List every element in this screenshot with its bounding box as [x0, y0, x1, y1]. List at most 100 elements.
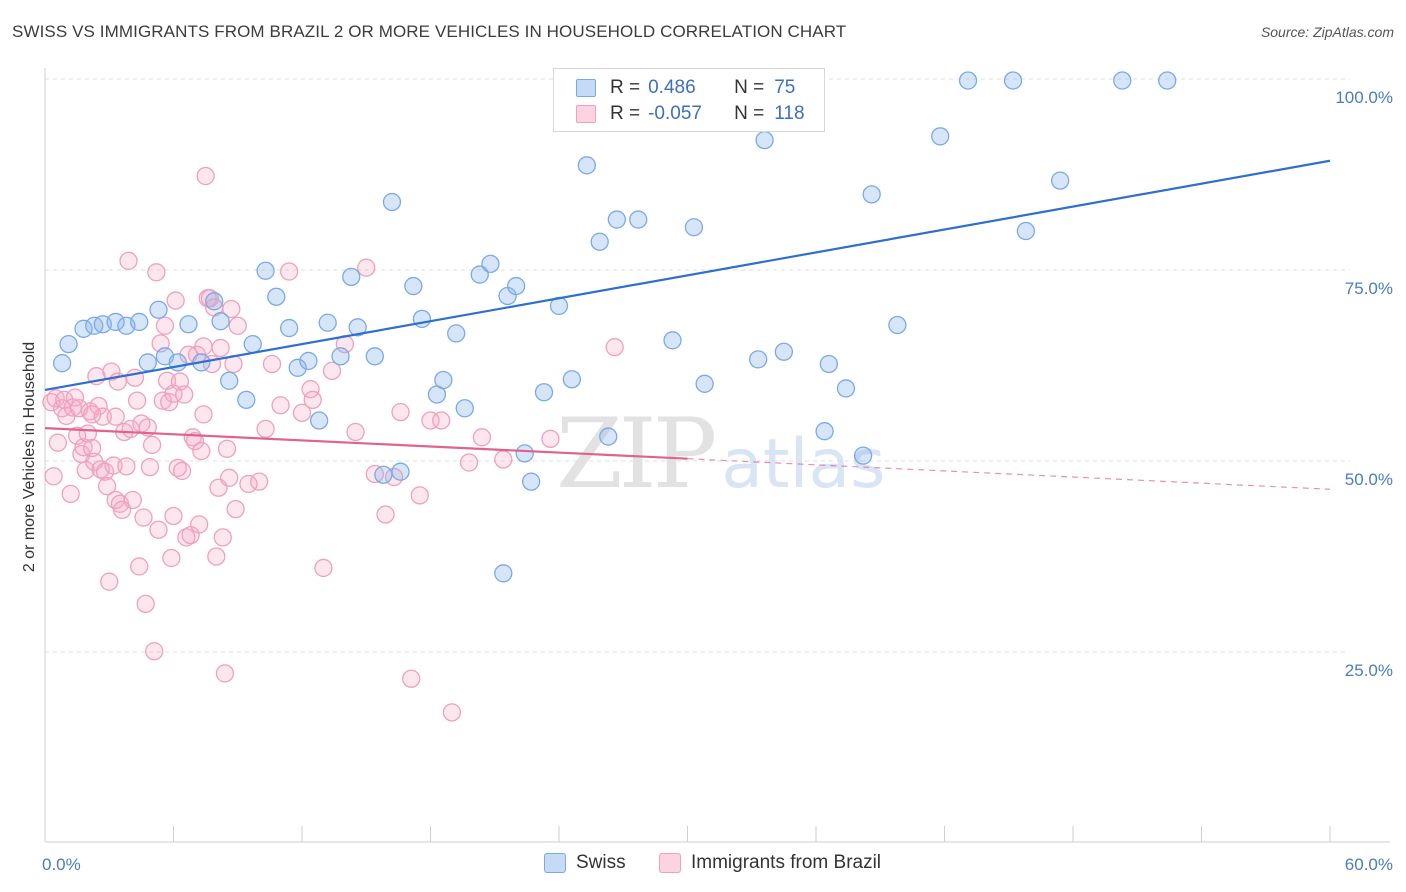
brazil-point	[391, 402, 410, 422]
legend-item-brazil: Immigrants from Brazil	[659, 852, 881, 874]
swiss-trend-line	[44, 159, 1331, 392]
brazil-point	[271, 396, 290, 415]
swiss-point	[382, 192, 402, 212]
brazil-point	[134, 508, 153, 527]
brazil-point	[194, 405, 213, 424]
brazil-point	[605, 338, 624, 357]
brazil-point	[196, 166, 215, 186]
swiss-point	[819, 354, 838, 374]
swiss-point	[815, 422, 834, 441]
y-tick-label: 100.0%	[1335, 88, 1393, 107]
swiss-point	[331, 347, 350, 366]
swiss-point	[237, 390, 256, 410]
swiss-point	[607, 210, 626, 229]
swiss-point	[1158, 71, 1177, 90]
brazil-r-value: -0.057	[648, 103, 702, 124]
swiss-point	[481, 254, 500, 274]
brazil-point	[162, 548, 181, 568]
brazil-point	[149, 520, 168, 539]
brazil-point	[314, 558, 333, 578]
brazil-point	[147, 263, 166, 282]
brazil-point	[142, 435, 162, 455]
swiss-point	[774, 342, 794, 361]
swiss-point	[888, 315, 907, 335]
brazil-point	[494, 450, 513, 469]
brazil-point	[127, 391, 147, 410]
swiss-point	[256, 261, 275, 280]
brazil-point	[155, 316, 175, 335]
swiss-point	[220, 371, 239, 390]
brazil-point	[102, 362, 121, 381]
x-tick-label-max: 60.0%	[1345, 855, 1393, 874]
swiss-point	[590, 232, 609, 251]
source-credit: Source: ZipAtlas.com	[1260, 24, 1394, 40]
swiss-point	[348, 318, 367, 337]
swiss-point	[365, 347, 384, 366]
swiss-point	[374, 465, 393, 484]
brazil-point	[220, 468, 239, 487]
brazil-trend-line	[44, 427, 688, 460]
brazil-point	[153, 391, 172, 410]
x-tick-label-min: 0.0%	[42, 855, 81, 874]
swiss-point	[853, 446, 873, 465]
swiss-point	[749, 350, 768, 369]
brazil-swatch	[576, 105, 596, 123]
swiss-point	[599, 427, 618, 446]
brazil-point	[136, 594, 155, 614]
brazil-point	[207, 547, 226, 566]
swiss-point	[279, 318, 299, 338]
y-tick-label: 50.0%	[1345, 470, 1393, 489]
legend-row-swiss: R = 0.486 N = 75	[576, 77, 795, 99]
swiss-point	[1113, 71, 1132, 90]
swiss-point	[149, 300, 168, 319]
swiss-point	[243, 334, 262, 354]
brazil-point	[211, 338, 230, 358]
swiss-point	[106, 312, 125, 332]
swiss-point	[931, 127, 950, 146]
brazil-point	[262, 354, 282, 374]
trend-lines	[44, 159, 1331, 490]
y-tick-label: 75.0%	[1345, 279, 1393, 298]
brazil-point	[97, 477, 117, 496]
brazil-point	[123, 490, 142, 510]
brazil-point	[217, 439, 237, 458]
swiss-r-value: 0.486	[648, 77, 696, 98]
swiss-point	[299, 351, 318, 371]
r-label: R =	[610, 103, 641, 124]
axis-labels: 25.0% 50.0% 75.0% 100.0% 0.0% 60.0% 2 or more …	[21, 88, 1393, 874]
swiss-point	[434, 370, 453, 390]
brazil-point	[303, 390, 322, 410]
brazil-point	[402, 669, 421, 688]
brazil-point	[65, 388, 85, 407]
swiss-point	[507, 276, 526, 296]
series-legend: Swiss Immigrants from Brazil	[0, 852, 1406, 876]
swiss-point	[1003, 71, 1023, 90]
swiss-point	[404, 276, 423, 296]
brazil-point	[410, 486, 429, 505]
swiss-point	[755, 130, 774, 150]
brazil-point	[472, 428, 492, 447]
brazil-point	[322, 361, 342, 380]
brazil-point	[119, 251, 138, 270]
r-label: R =	[610, 77, 641, 98]
n-label: N =	[734, 77, 765, 98]
brazil-legend-label: Immigrants from Brazil	[691, 852, 882, 873]
brazil-point	[44, 467, 63, 486]
brazil-point	[166, 291, 185, 310]
brazil-point	[61, 484, 80, 504]
swiss-point	[309, 411, 329, 430]
swiss-point	[74, 319, 93, 338]
swiss-point	[267, 287, 286, 306]
brazil-point	[93, 407, 112, 426]
swiss-point	[562, 370, 581, 389]
brazil-point	[48, 433, 67, 452]
swiss-point	[288, 358, 307, 377]
swiss-legend-swatch	[544, 853, 566, 873]
watermark-atlas: atlas	[721, 425, 886, 504]
brazil-point	[376, 505, 395, 524]
brazil-trend-extension	[687, 458, 1331, 490]
brazil-point	[106, 407, 125, 426]
swiss-point	[179, 315, 198, 334]
swiss-point	[318, 313, 337, 332]
brazil-point	[100, 572, 119, 591]
